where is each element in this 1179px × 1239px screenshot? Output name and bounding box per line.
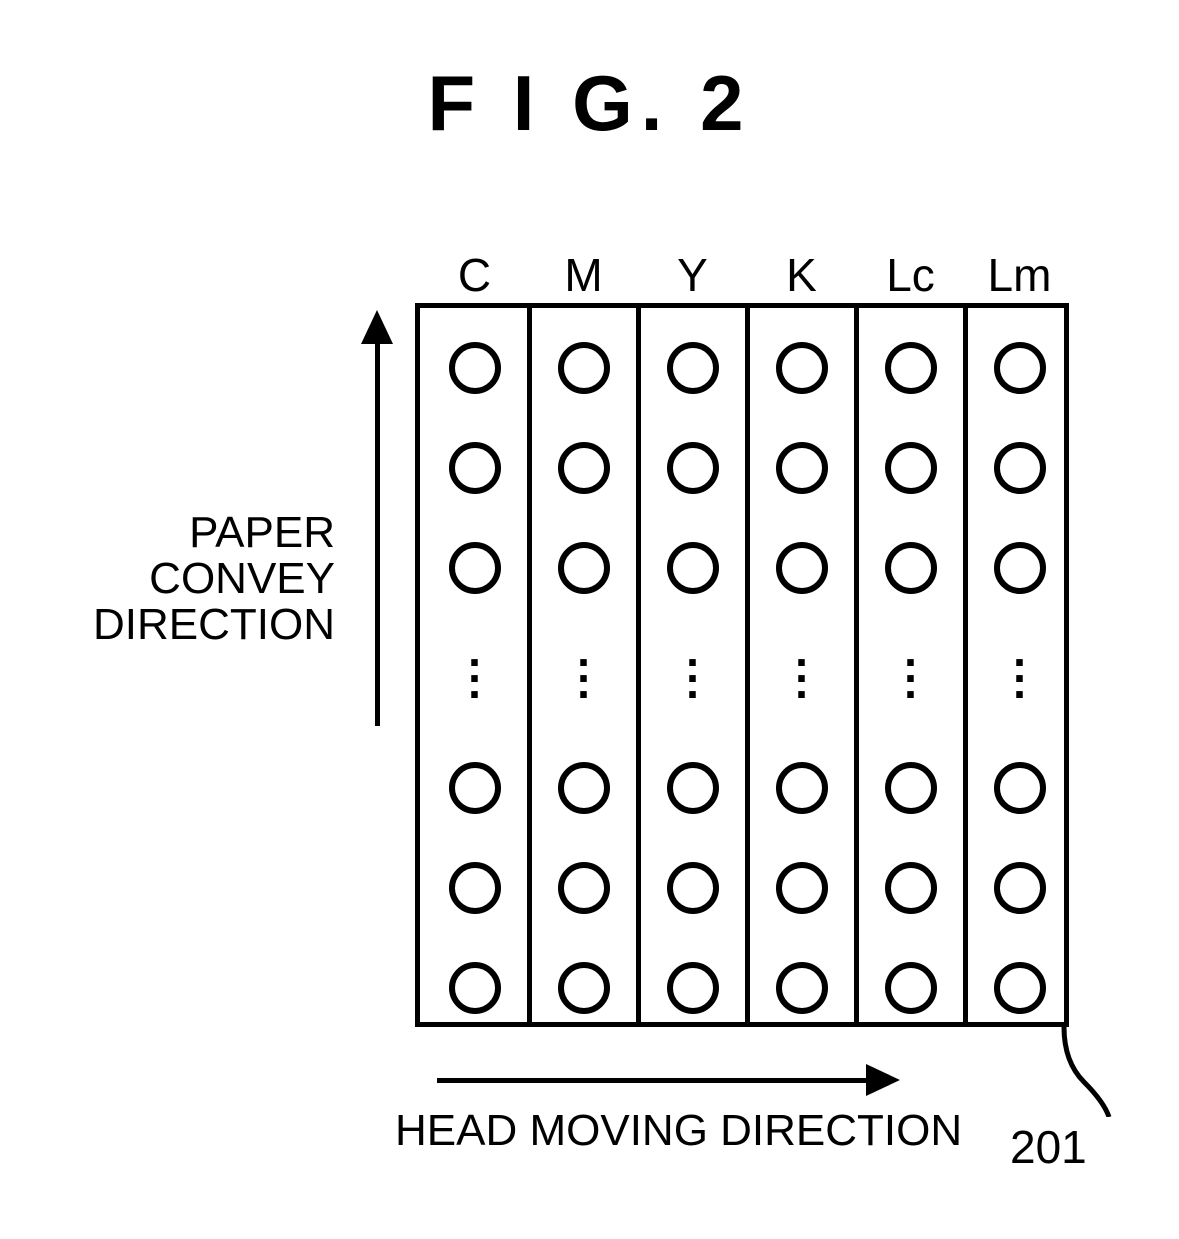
nozzle xyxy=(885,762,937,814)
nozzle xyxy=(558,542,610,594)
nozzle xyxy=(776,962,828,1014)
ref-201-leader xyxy=(1039,1027,1119,1117)
col-label-lm: Lm xyxy=(970,248,1070,302)
nozzle xyxy=(994,442,1046,494)
nozzle xyxy=(776,442,828,494)
nozzle xyxy=(667,862,719,914)
head-moving-arrow-shaft xyxy=(437,1078,866,1083)
nozzle xyxy=(994,962,1046,1014)
nozzle xyxy=(776,862,828,914)
nozzle xyxy=(994,342,1046,394)
nozzle xyxy=(776,762,828,814)
ellipsis: ... xyxy=(752,642,852,690)
nozzle xyxy=(667,342,719,394)
nozzle xyxy=(994,762,1046,814)
nozzle xyxy=(994,542,1046,594)
nozzle xyxy=(994,862,1046,914)
head-moving-label: HEAD MOVING DIRECTION xyxy=(395,1106,962,1156)
paper-convey-arrow-head xyxy=(361,310,393,344)
nozzle xyxy=(449,962,501,1014)
col-label-lc: Lc xyxy=(861,248,961,302)
nozzle xyxy=(885,862,937,914)
nozzle xyxy=(558,442,610,494)
column-divider xyxy=(527,308,532,1022)
print-head-frame: .................. xyxy=(415,303,1069,1027)
nozzle xyxy=(449,342,501,394)
nozzle xyxy=(667,762,719,814)
column-divider xyxy=(963,308,968,1022)
ellipsis: ... xyxy=(534,642,634,690)
nozzle xyxy=(449,442,501,494)
ellipsis: ... xyxy=(970,642,1070,690)
nozzle xyxy=(667,962,719,1014)
nozzle xyxy=(885,442,937,494)
column-divider xyxy=(854,308,859,1022)
nozzle xyxy=(667,442,719,494)
ellipsis: ... xyxy=(425,642,525,690)
figure-title: F I G. 2 xyxy=(0,58,1179,149)
nozzle xyxy=(449,542,501,594)
head-moving-arrow-head xyxy=(866,1064,900,1096)
nozzle xyxy=(558,762,610,814)
figure-page: F I G. 2 C M Y K Lc Lm .................… xyxy=(0,0,1179,1239)
column-divider xyxy=(745,308,750,1022)
paper-convey-label: PAPER CONVEY DIRECTION xyxy=(0,510,335,649)
nozzle xyxy=(885,962,937,1014)
nozzle xyxy=(449,862,501,914)
nozzle xyxy=(885,342,937,394)
col-label-c: C xyxy=(425,248,525,302)
ellipsis: ... xyxy=(643,642,743,690)
ellipsis: ... xyxy=(861,642,961,690)
column-divider xyxy=(636,308,641,1022)
col-label-y: Y xyxy=(643,248,743,302)
nozzle xyxy=(558,962,610,1014)
nozzle xyxy=(667,542,719,594)
nozzle xyxy=(776,342,828,394)
paper-convey-arrow-shaft xyxy=(375,340,380,726)
paper-convey-line1: PAPER CONVEY xyxy=(0,510,335,602)
ref-201-number: 201 xyxy=(1010,1120,1087,1174)
col-label-m: M xyxy=(534,248,634,302)
nozzle xyxy=(885,542,937,594)
col-label-k: K xyxy=(752,248,852,302)
nozzle xyxy=(449,762,501,814)
nozzle xyxy=(558,862,610,914)
nozzle xyxy=(776,542,828,594)
paper-convey-line2: DIRECTION xyxy=(0,602,335,648)
nozzle xyxy=(558,342,610,394)
